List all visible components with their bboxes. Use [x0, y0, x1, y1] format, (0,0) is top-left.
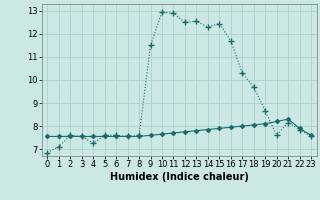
X-axis label: Humidex (Indice chaleur): Humidex (Indice chaleur): [110, 172, 249, 182]
